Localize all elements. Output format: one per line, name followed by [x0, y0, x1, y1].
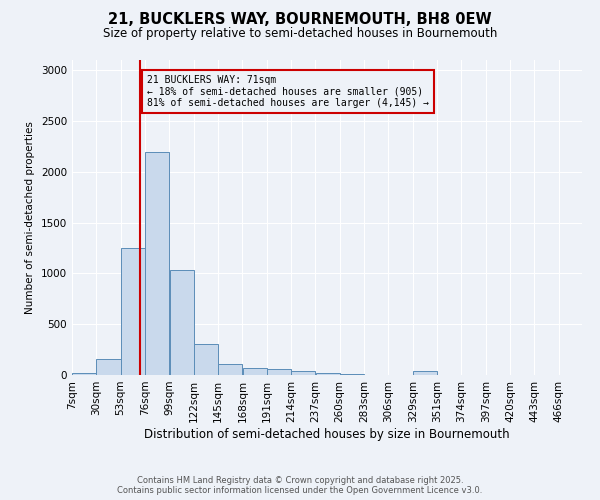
Bar — [340, 374, 364, 375]
Bar — [121, 248, 145, 375]
Bar — [242, 368, 266, 375]
Bar — [413, 372, 437, 375]
Text: Contains HM Land Registry data © Crown copyright and database right 2025.
Contai: Contains HM Land Registry data © Crown c… — [118, 476, 482, 495]
Bar — [194, 344, 218, 375]
Y-axis label: Number of semi-detached properties: Number of semi-detached properties — [25, 121, 35, 314]
Bar — [170, 270, 194, 375]
Bar — [145, 152, 169, 375]
Bar — [97, 358, 121, 375]
Bar — [291, 371, 315, 375]
Text: Size of property relative to semi-detached houses in Bournemouth: Size of property relative to semi-detach… — [103, 28, 497, 40]
Bar — [267, 369, 291, 375]
X-axis label: Distribution of semi-detached houses by size in Bournemouth: Distribution of semi-detached houses by … — [144, 428, 510, 440]
Text: 21 BUCKLERS WAY: 71sqm
← 18% of semi-detached houses are smaller (905)
81% of se: 21 BUCKLERS WAY: 71sqm ← 18% of semi-det… — [147, 75, 429, 108]
Bar — [316, 374, 340, 375]
Bar — [72, 373, 96, 375]
Text: 21, BUCKLERS WAY, BOURNEMOUTH, BH8 0EW: 21, BUCKLERS WAY, BOURNEMOUTH, BH8 0EW — [108, 12, 492, 28]
Bar — [218, 364, 242, 375]
